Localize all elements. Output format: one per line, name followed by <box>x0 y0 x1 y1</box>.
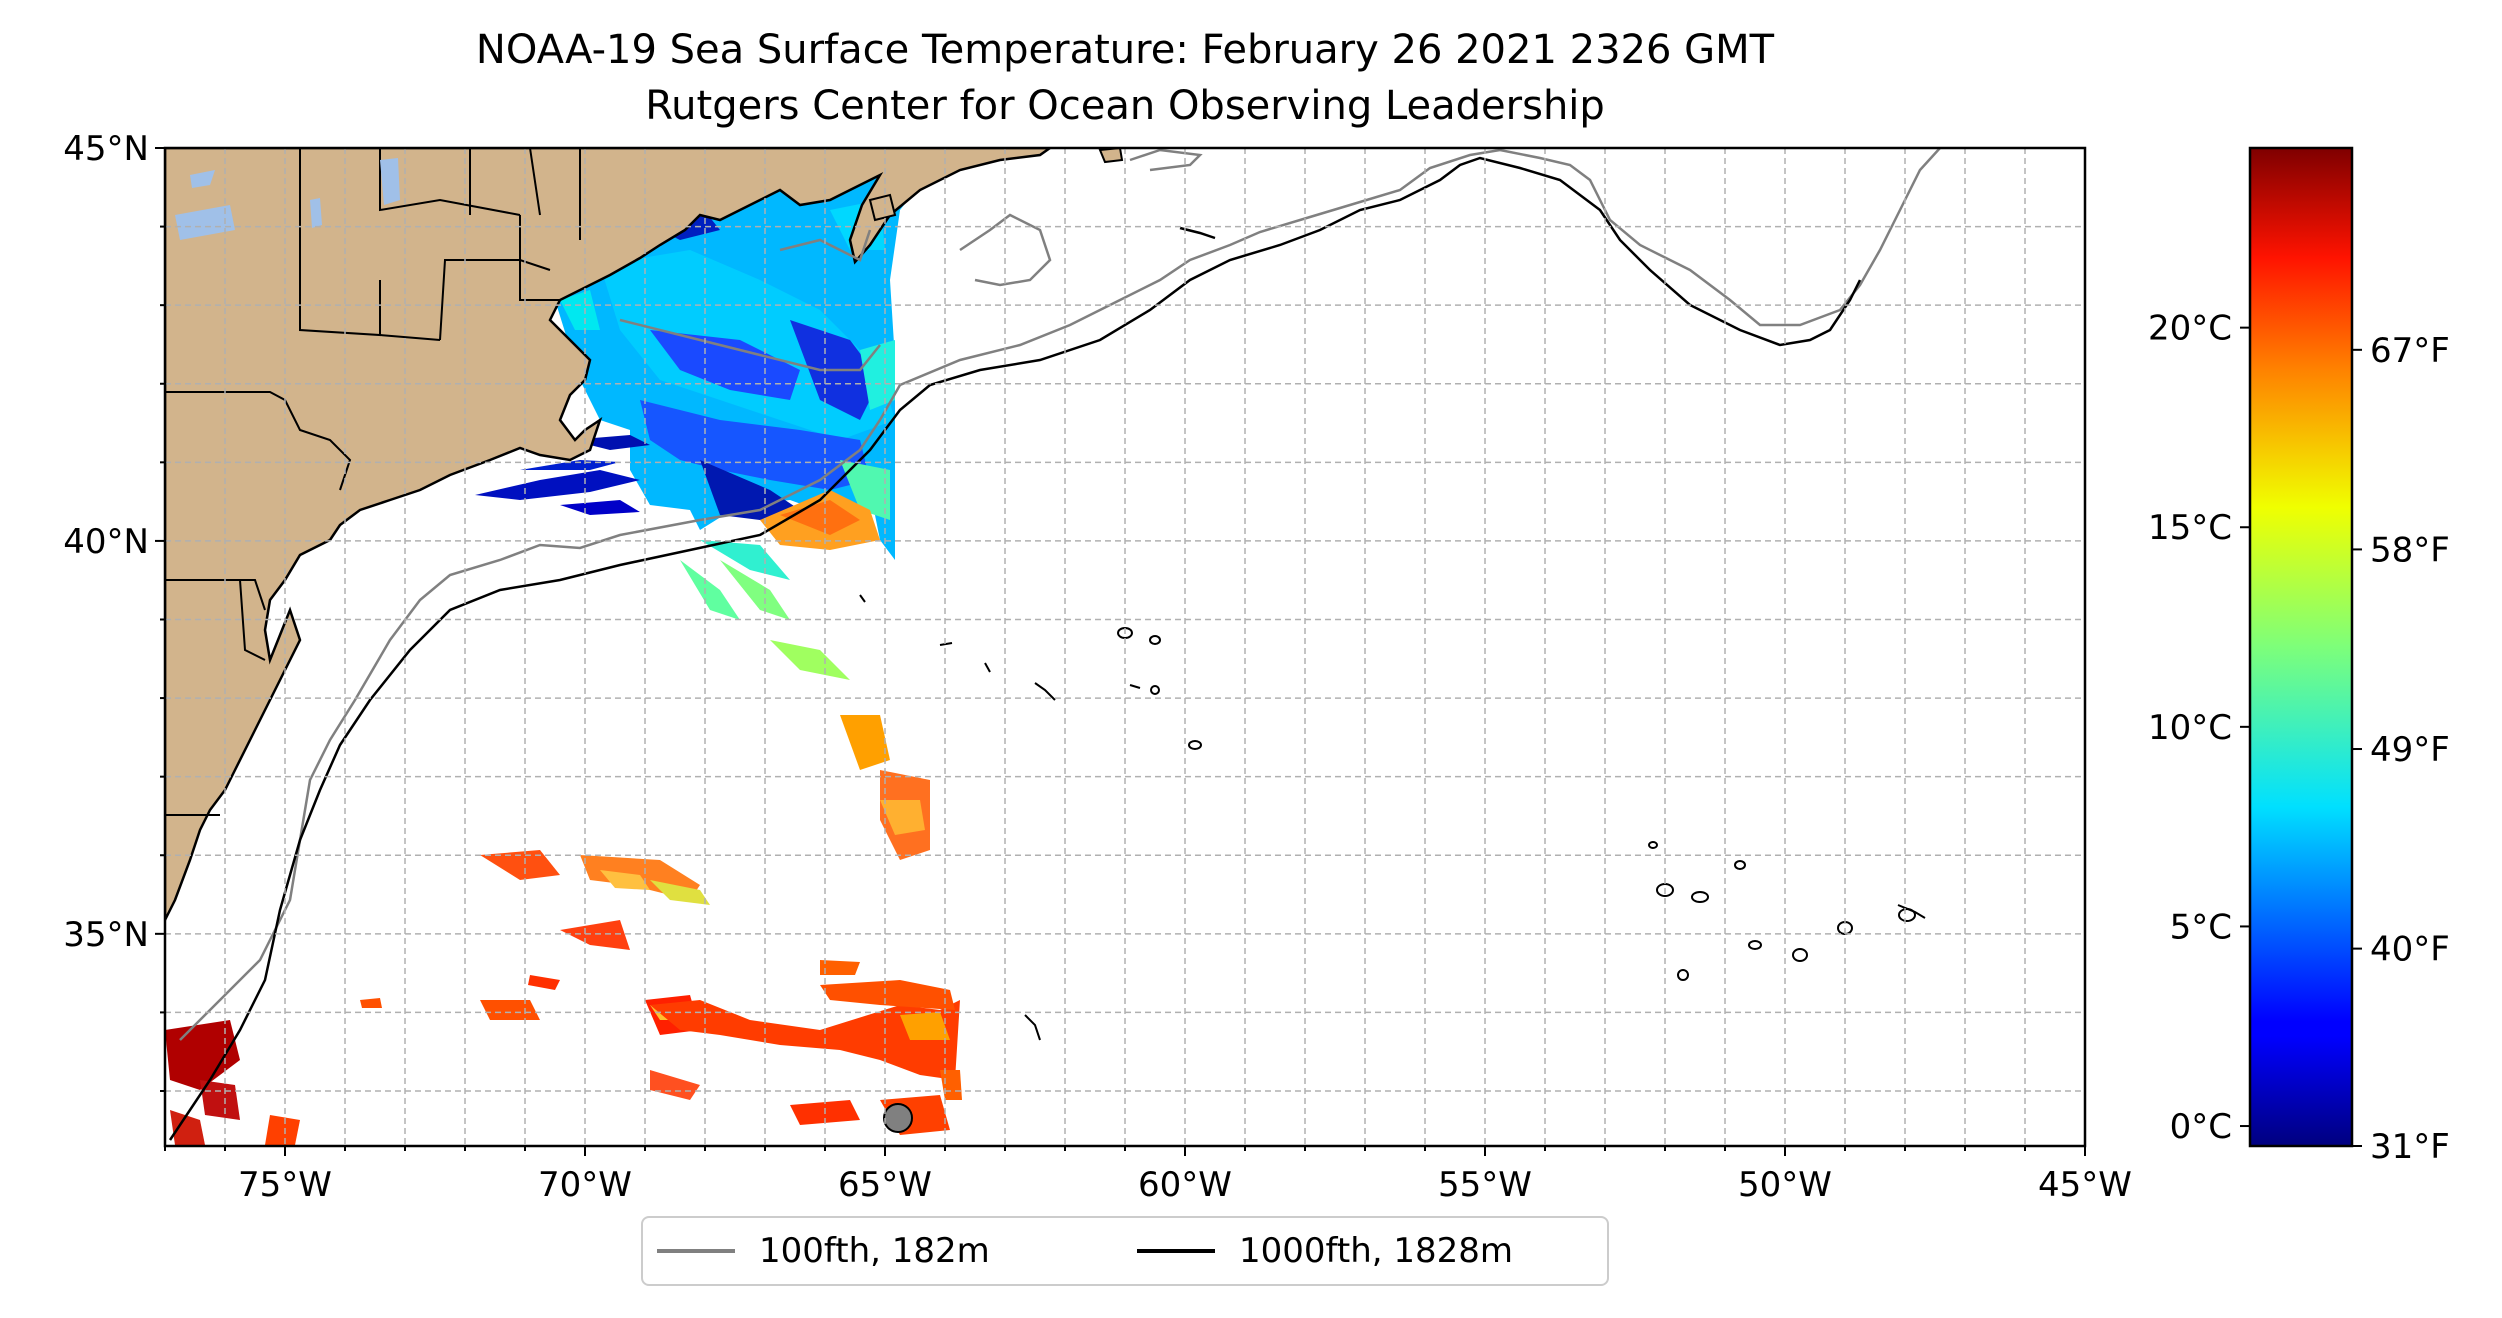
legend-swatch-100fth <box>657 1249 735 1253</box>
inland-water <box>175 158 400 240</box>
lon-tick-label: 75°W <box>238 1165 332 1205</box>
axis-ticks <box>155 147 2086 1156</box>
colorbar-label-c: 15°C <box>2148 508 2232 548</box>
sst-patches-south <box>165 715 962 1145</box>
colorbar-label-c: 0°C <box>2170 1107 2232 1147</box>
colorbar-label-c: 10°C <box>2148 708 2232 748</box>
colorbar-label-f: 31°F <box>2370 1127 2450 1167</box>
legend-label-1000fth: 1000fth, 1828m <box>1239 1231 1514 1271</box>
colorbar-celsius-ticks: 0°C 5°C 10°C 15°C 20°C <box>2148 309 2250 1147</box>
lon-tick-label: 55°W <box>1438 1165 1532 1205</box>
lat-tick-label: 45°N <box>63 129 149 169</box>
contour-100fth <box>179 148 1941 1041</box>
axis-tick-labels: 75°W 70°W 65°W 60°W 55°W 50°W 45°W 45°N 40°N 35°N <box>63 129 2132 1205</box>
lat-tick-label: 40°N <box>63 522 149 562</box>
land-mass <box>165 148 1053 921</box>
colorbar-label-f: 67°F <box>2370 331 2450 371</box>
colorbar-label-f: 49°F <box>2370 730 2450 770</box>
legend-item-1000fth: 1000fth, 1828m <box>1137 1218 1513 1284</box>
lon-tick-label: 70°W <box>538 1165 632 1205</box>
gridlines <box>165 148 2085 1146</box>
lon-tick-label: 60°W <box>1138 1165 1232 1205</box>
land-nova-scotia <box>868 148 1124 222</box>
lon-tick-label: 50°W <box>1738 1165 1832 1205</box>
colorbar-label-f: 40°F <box>2370 930 2450 970</box>
lat-tick-label: 35°N <box>63 915 149 955</box>
lon-tick-label: 45°W <box>2038 1165 2132 1205</box>
legend-item-100fth: 100fth, 182m <box>657 1218 990 1284</box>
colorbar-label-c: 20°C <box>2148 309 2232 349</box>
contour-1000fth <box>168 156 1862 1141</box>
colorbar-gradient <box>2248 146 2354 1148</box>
legend-swatch-1000fth <box>1137 1249 1215 1253</box>
state-borders <box>165 148 581 816</box>
colorbar-label-f: 58°F <box>2370 530 2450 570</box>
lon-tick-label: 65°W <box>838 1165 932 1205</box>
chart-subtitle: Rutgers Center for Ocean Observing Leade… <box>645 83 1605 129</box>
legend-label-100fth: 100fth, 182m <box>759 1231 990 1271</box>
legend: 100fth, 182m 1000fth, 1828m <box>641 1216 1609 1286</box>
colorbar-label-c: 5°C <box>2170 907 2232 947</box>
chart-title: NOAA-19 Sea Surface Temperature: Februar… <box>475 27 1775 73</box>
colorbar-fahrenheit-ticks: 31°F 40°F 49°F 58°F 67°F <box>2352 331 2450 1167</box>
